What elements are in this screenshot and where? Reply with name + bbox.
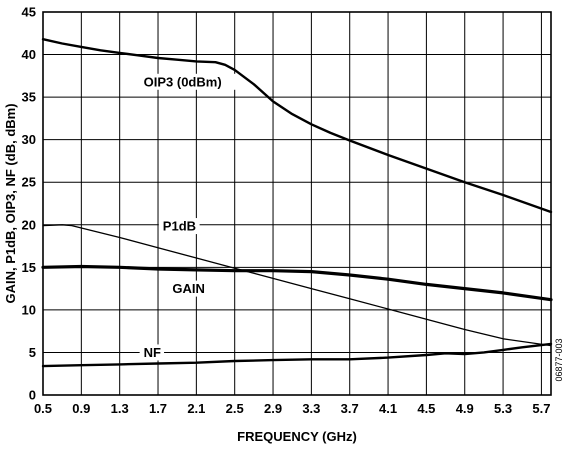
x-tick-label: 4.9 — [456, 401, 474, 416]
x-tick-label: 1.7 — [149, 401, 167, 416]
y-tick-label: 15 — [22, 260, 36, 275]
series-line-gain — [41, 264, 553, 302]
y-tick-label: 5 — [29, 345, 36, 360]
y-tick-label: 40 — [22, 47, 36, 62]
y-tick-label: 30 — [22, 132, 36, 147]
y-tick-label: 0 — [29, 388, 36, 403]
y-axis-title: GAIN, P1dB, OIP3, NF (dB, dBm) — [3, 103, 18, 303]
x-tick-label: 4.5 — [417, 401, 435, 416]
x-axis-title: FREQUENCY (GHz) — [237, 429, 357, 444]
y-tick-label: 10 — [22, 302, 36, 317]
series-lines — [41, 38, 553, 368]
label-mask — [168, 280, 210, 297]
x-tick-label: 0.5 — [34, 401, 52, 416]
x-tick-label: 0.9 — [72, 401, 90, 416]
y-tick-label: 25 — [22, 175, 36, 190]
x-tick-label: 2.1 — [187, 401, 205, 416]
series-labels: OIP3 (0dBm) P1dB GAIN NF — [139, 73, 238, 361]
x-tick-label: 2.9 — [264, 401, 282, 416]
series-label: P1dB — [163, 219, 196, 234]
x-tick-label: 1.3 — [111, 401, 129, 416]
series-label: GAIN — [172, 281, 205, 296]
label-mask — [139, 344, 165, 361]
series-line-nf — [41, 342, 553, 368]
plot-frame — [42, 11, 552, 396]
y-tick-labels: 0 5 10 15 20 25 30 35 40 45 — [22, 5, 36, 403]
x-tick-labels: 0.5 0.9 1.3 1.7 2.1 2.5 2.9 3.3 3.7 4.1 4.5 4.9 5.3 5… — [34, 401, 550, 416]
series-label: NF — [144, 345, 161, 360]
y-tick-label: 20 — [22, 217, 36, 232]
y-tick-label: 35 — [22, 90, 36, 105]
series-line-oip3-0dbm — [41, 38, 553, 214]
series-label: OIP3 (0dBm) — [144, 74, 222, 89]
x-tick-label: 4.1 — [379, 401, 397, 416]
label-mask — [158, 218, 200, 235]
x-tick-label: 3.3 — [302, 401, 320, 416]
x-tick-label: 5.7 — [532, 401, 550, 416]
x-tick-label: 5.3 — [494, 401, 512, 416]
x-tick-label: 2.5 — [226, 401, 244, 416]
y-tick-label: 45 — [22, 5, 36, 20]
label-mask — [139, 73, 238, 90]
x-tick-label: 3.7 — [341, 401, 359, 416]
series-line-p1db — [42, 224, 552, 347]
grid — [42, 11, 551, 396]
figure-id: 06877-003 — [554, 338, 564, 381]
